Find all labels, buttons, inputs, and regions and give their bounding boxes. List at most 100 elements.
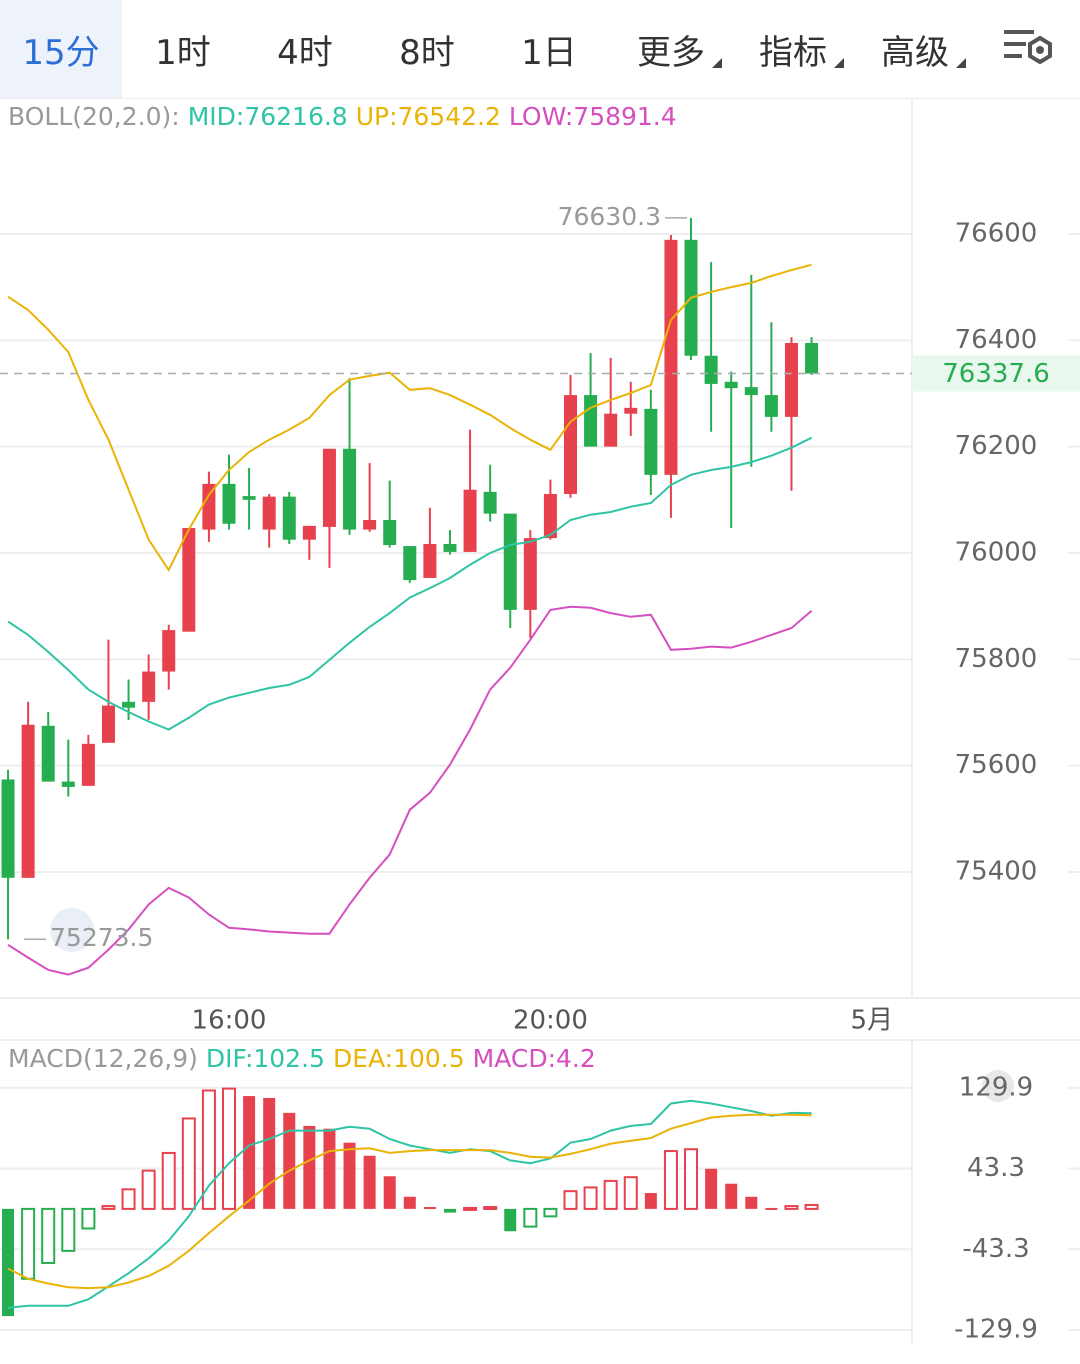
histogram-bar <box>663 1150 678 1210</box>
candle-body <box>242 496 256 500</box>
tab[interactable]: 8时 <box>399 32 455 73</box>
candle-body <box>805 342 819 374</box>
candle-body <box>81 743 95 786</box>
tab[interactable]: 更多 <box>610 0 732 98</box>
histogram-bar <box>161 1151 176 1210</box>
histogram-bar <box>784 1205 799 1210</box>
indicator-line <box>7 436 813 731</box>
y-tick-label: 76400 <box>955 325 1038 355</box>
legend-entry: LOW:75891.4 <box>509 102 677 131</box>
candle-body <box>744 387 758 396</box>
histogram-bar <box>2 1208 15 1317</box>
histogram-bar <box>81 1207 96 1230</box>
price-tag <box>912 355 1080 392</box>
y-tick-label: 75400 <box>955 856 1038 886</box>
candle-body <box>564 395 578 494</box>
tab[interactable]: 高级 <box>854 0 976 98</box>
histogram-bar <box>201 1089 216 1210</box>
histogram-bar <box>383 1176 396 1209</box>
price-label: 76337.6 <box>942 359 1050 389</box>
histogram-bar <box>563 1190 578 1210</box>
histogram-bar <box>403 1196 416 1209</box>
histogram-bar <box>423 1207 436 1210</box>
histogram-bar <box>243 1096 256 1209</box>
candle-body <box>363 520 377 530</box>
legend-entry: DIF:102.5 <box>206 1044 325 1073</box>
histogram-bar <box>804 1203 819 1210</box>
histogram-bar <box>41 1207 56 1264</box>
candle-body <box>302 525 316 540</box>
candle-body <box>503 513 517 610</box>
candle-body <box>543 493 557 539</box>
tab[interactable]: 15分 <box>0 0 122 98</box>
histogram-bar <box>765 1207 778 1210</box>
histogram-bar <box>523 1207 538 1228</box>
histogram-bar <box>222 1087 237 1210</box>
histogram-bar <box>483 1206 498 1211</box>
histogram-bar <box>141 1169 156 1210</box>
histogram-bar <box>181 1117 196 1210</box>
histogram-bar <box>443 1208 456 1213</box>
histogram-bar <box>21 1207 36 1280</box>
candle-body <box>262 496 276 530</box>
candle-body <box>21 724 35 878</box>
indicator-label: BOLL(20,2.0): <box>8 102 180 131</box>
y-tick-label: 75800 <box>955 644 1038 674</box>
candle-body <box>222 483 236 524</box>
y-tick-label: -43.3 <box>962 1234 1029 1264</box>
histogram-bar <box>323 1128 336 1209</box>
histogram-bar <box>303 1125 316 1209</box>
x-tick-label: 20:00 <box>513 1006 588 1036</box>
tab[interactable]: 4时 <box>277 32 333 73</box>
legend-entry: MID:76216.8 <box>188 102 348 131</box>
candle-body <box>764 395 778 417</box>
tab[interactable]: 指标 <box>732 0 854 98</box>
candle-body <box>101 705 115 743</box>
tab[interactable]: 1日 <box>521 32 577 73</box>
candle-body <box>202 483 216 530</box>
indicator-line <box>7 1113 812 1290</box>
candle-body <box>403 546 417 581</box>
histogram-bar <box>623 1176 638 1210</box>
candle-body <box>483 491 497 514</box>
candle-body <box>142 671 156 702</box>
candle-body <box>343 448 357 530</box>
candle-body <box>61 781 75 787</box>
candle-body <box>282 496 296 540</box>
float-button[interactable] <box>50 908 94 952</box>
histogram-bar <box>121 1188 136 1210</box>
indicator-line <box>7 1099 812 1309</box>
histogram-bar <box>684 1148 699 1210</box>
histogram-bar <box>583 1186 598 1210</box>
candle-body <box>463 489 477 552</box>
histogram-bar <box>705 1168 718 1209</box>
candle-body <box>624 407 638 414</box>
candle-body <box>664 239 678 475</box>
y-tick-label: 43.3 <box>967 1153 1025 1183</box>
float-button[interactable] <box>982 1070 1014 1102</box>
indicator-label: MACD(12,26,9) <box>8 1044 198 1073</box>
settings-icon[interactable] <box>1000 24 1056 72</box>
indicator-line <box>7 605 813 976</box>
histogram-bar <box>283 1112 296 1209</box>
candle-body <box>604 413 618 447</box>
tab-bar: 15分 1时 4时 8时 1日 更多 指标 高级 <box>0 0 1080 99</box>
histogram-bar <box>61 1207 76 1252</box>
y-tick-label: 76600 <box>955 218 1038 248</box>
y-tick-label: 76000 <box>955 537 1038 567</box>
tab[interactable]: 1时 <box>155 32 211 73</box>
histogram-bar <box>101 1205 116 1210</box>
y-tick-label: 76200 <box>955 431 1038 461</box>
y-tick-label: 75600 <box>955 750 1038 780</box>
histogram-bar <box>725 1183 738 1209</box>
candle-body <box>1 779 15 878</box>
histogram-bar <box>263 1097 276 1209</box>
y-tick-label: -129.9 <box>954 1314 1038 1344</box>
legend-entry: MACD:4.2 <box>473 1044 596 1073</box>
histogram-bar <box>603 1179 618 1210</box>
candle-body <box>523 538 537 610</box>
candle-body <box>644 408 658 475</box>
candle-body <box>182 527 196 632</box>
